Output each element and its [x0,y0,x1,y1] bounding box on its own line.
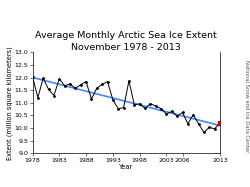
Y-axis label: Extent (million square kilometers): Extent (million square kilometers) [7,46,13,160]
X-axis label: Year: Year [119,164,134,170]
Title: Average Monthly Arctic Sea Ice Extent
November 1978 - 2013: Average Monthly Arctic Sea Ice Extent No… [36,31,217,52]
Text: National Snow and Ice Data Center: National Snow and Ice Data Center [244,60,249,153]
